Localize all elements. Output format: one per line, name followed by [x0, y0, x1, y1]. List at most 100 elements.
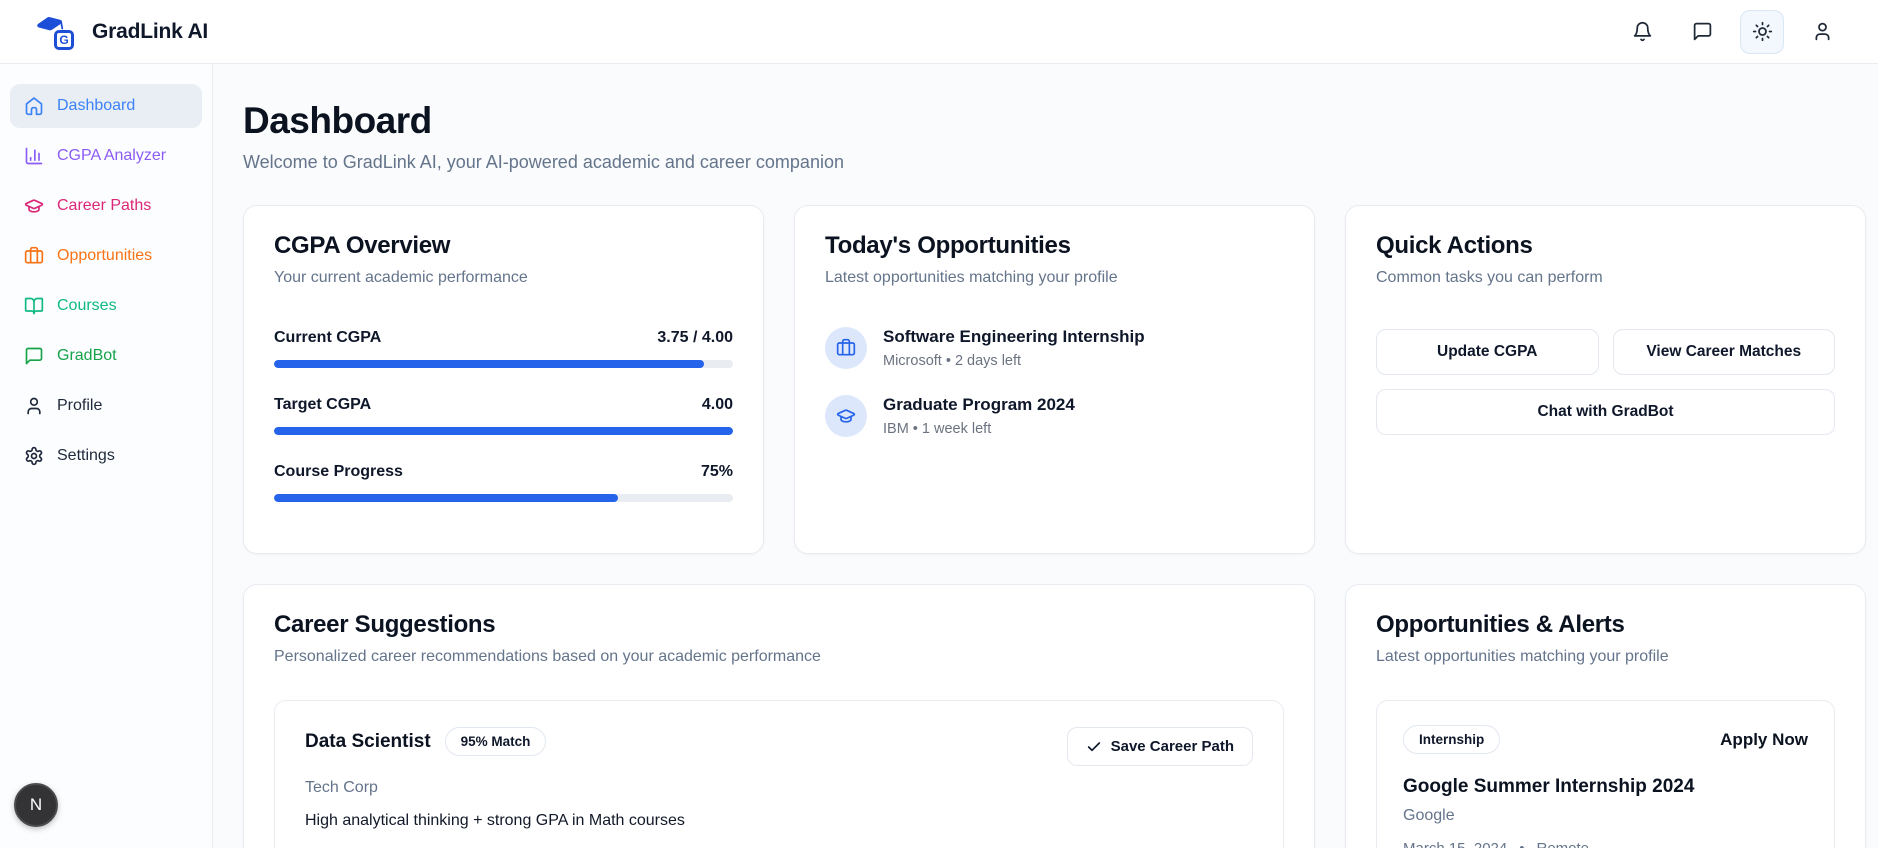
sidebar-item-career-paths[interactable]: Career Paths [10, 184, 202, 228]
metric-course-progress: Course Progress 75% [274, 463, 733, 502]
app-logo: G [37, 13, 76, 51]
card-subtitle: Latest opportunities matching your profi… [825, 269, 1118, 286]
card-title: CGPA Overview [274, 232, 451, 259]
metric-value: 3.75 / 4.00 [657, 329, 733, 346]
header-actions [1620, 9, 1844, 54]
metric-value: 75% [700, 463, 733, 480]
alert-mode: Remote [1537, 840, 1590, 848]
sun-icon [1752, 21, 1772, 42]
sidebar-item-profile[interactable]: Profile [10, 384, 202, 428]
sidebar-item-opportunities[interactable]: Opportunities [10, 234, 202, 278]
card-title: Quick Actions [1376, 232, 1533, 259]
sidebar-item-label: Career Paths [57, 197, 152, 214]
floating-widget-button[interactable]: N [14, 783, 58, 827]
metric-value: 4.00 [701, 396, 733, 413]
sidebar-item-label: CGPA Analyzer [57, 147, 167, 164]
card-subtitle: Latest opportunities matching your profi… [1376, 648, 1669, 665]
career-reason: High analytical thinking + strong GPA in… [305, 812, 685, 829]
alert-date: March 15, 2024 [1403, 840, 1507, 848]
check-icon [1087, 741, 1100, 751]
opportunities-alerts-card: Opportunities & Alerts Latest opportunit… [1345, 584, 1866, 848]
page-title: Dashboard [243, 100, 432, 141]
cgpa-metrics: Current CGPA 3.75 / 4.00 Target CGPA 4.0… [274, 329, 733, 502]
sidebar: Dashboard CGPA Analyzer Career Paths Opp… [0, 64, 213, 848]
list-item[interactable]: Graduate Program 2024 IBM • 1 week left [825, 395, 1284, 437]
progress-fill [274, 494, 619, 502]
graduation-cap-icon [37, 16, 64, 30]
top-header: G GradLink AI [0, 0, 1878, 64]
sidebar-item-label: Settings [57, 447, 115, 464]
chat-bubble-icon [1693, 22, 1711, 41]
career-suggestions-card: Career Suggestions Personalized career r… [243, 584, 1315, 848]
account-button[interactable] [1800, 10, 1844, 54]
sidebar-item-dashboard[interactable]: Dashboard [10, 84, 202, 128]
main-content: Dashboard Welcome to GradLink AI, your A… [213, 64, 1878, 848]
logo-letter: G [54, 29, 74, 50]
book-open-icon [24, 296, 44, 316]
notifications-button[interactable] [1620, 10, 1664, 54]
match-badge: 95% Match [444, 727, 547, 756]
career-suggestion-item: Data Scientist 95% Match Save Career Pat… [274, 700, 1284, 848]
card-subtitle: Your current academic performance [274, 269, 528, 286]
opportunity-title: Graduate Program 2024 [883, 395, 1075, 414]
graduation-cap-icon [24, 196, 44, 216]
progress-fill [274, 427, 733, 435]
metric-label: Current CGPA [274, 329, 382, 346]
sidebar-item-label: Profile [57, 397, 103, 414]
theme-toggle-button[interactable] [1740, 9, 1784, 54]
gear-icon [24, 446, 44, 466]
list-item[interactable]: Software Engineering Internship Microsof… [825, 327, 1284, 369]
sidebar-item-courses[interactable]: Courses [10, 284, 202, 328]
messages-button[interactable] [1680, 10, 1724, 54]
page-subtitle: Welcome to GradLink AI, your AI-powered … [243, 152, 844, 172]
sidebar-item-label: Courses [57, 297, 117, 314]
briefcase-icon [825, 327, 867, 369]
sidebar-item-label: Opportunities [57, 247, 153, 264]
view-career-matches-button[interactable]: View Career Matches [1612, 329, 1835, 375]
sidebar-item-label: Dashboard [57, 97, 136, 114]
metric-label: Target CGPA [274, 396, 372, 413]
opportunity-title: Software Engineering Internship [883, 327, 1145, 346]
progress-track [274, 360, 733, 368]
card-subtitle: Personalized career recommendations base… [274, 648, 821, 665]
card-title: Career Suggestions [274, 611, 496, 638]
alert-title: Google Summer Internship 2024 [1403, 776, 1695, 797]
sidebar-item-cgpa-analyzer[interactable]: CGPA Analyzer [10, 134, 202, 178]
sidebar-item-settings[interactable]: Settings [10, 434, 202, 478]
apply-now-button[interactable]: Apply Now [1720, 729, 1808, 749]
sidebar-item-gradbot[interactable]: GradBot [10, 334, 202, 378]
save-career-path-label: Save Career Path [1110, 738, 1234, 755]
chat-bubble-icon [24, 346, 44, 366]
dot-separator: • [1519, 840, 1524, 848]
alert-item: Internship Apply Now Google Summer Inter… [1376, 700, 1835, 848]
career-role: Data Scientist [305, 730, 431, 752]
quick-actions: Update CGPA View Career Matches Chat wit… [1376, 329, 1835, 435]
opportunity-type-badge: Internship [1403, 725, 1501, 754]
bell-icon [1633, 21, 1651, 42]
briefcase-icon [24, 246, 44, 266]
app-title: GradLink AI [92, 19, 209, 43]
progress-fill [274, 360, 705, 368]
metric-target-cgpa: Target CGPA 4.00 [274, 396, 733, 435]
chat-with-gradbot-button[interactable]: Chat with GradBot [1376, 389, 1835, 435]
career-company: Tech Corp [305, 779, 378, 796]
user-icon [1815, 22, 1829, 41]
update-cgpa-button[interactable]: Update CGPA [1376, 329, 1599, 375]
user-icon [24, 396, 44, 416]
card-title: Opportunities & Alerts [1376, 611, 1625, 638]
graduation-cap-icon [825, 395, 867, 437]
todays-opportunities-card: Today's Opportunities Latest opportuniti… [794, 205, 1315, 554]
sidebar-item-label: GradBot [57, 347, 117, 364]
cgpa-overview-card: CGPA Overview Your current academic perf… [243, 205, 764, 554]
metric-label: Course Progress [274, 463, 403, 480]
alert-company: Google [1403, 807, 1455, 824]
progress-track [274, 427, 733, 435]
bar-chart-icon [24, 146, 44, 166]
metric-current-cgpa: Current CGPA 3.75 / 4.00 [274, 329, 733, 368]
quick-actions-card: Quick Actions Common tasks you can perfo… [1345, 205, 1866, 554]
card-title: Today's Opportunities [825, 232, 1071, 259]
opportunity-list: Software Engineering Internship Microsof… [825, 327, 1284, 437]
save-career-path-button[interactable]: Save Career Path [1066, 727, 1253, 766]
card-subtitle: Common tasks you can perform [1376, 269, 1603, 286]
opportunity-meta: IBM • 1 week left [883, 421, 992, 437]
